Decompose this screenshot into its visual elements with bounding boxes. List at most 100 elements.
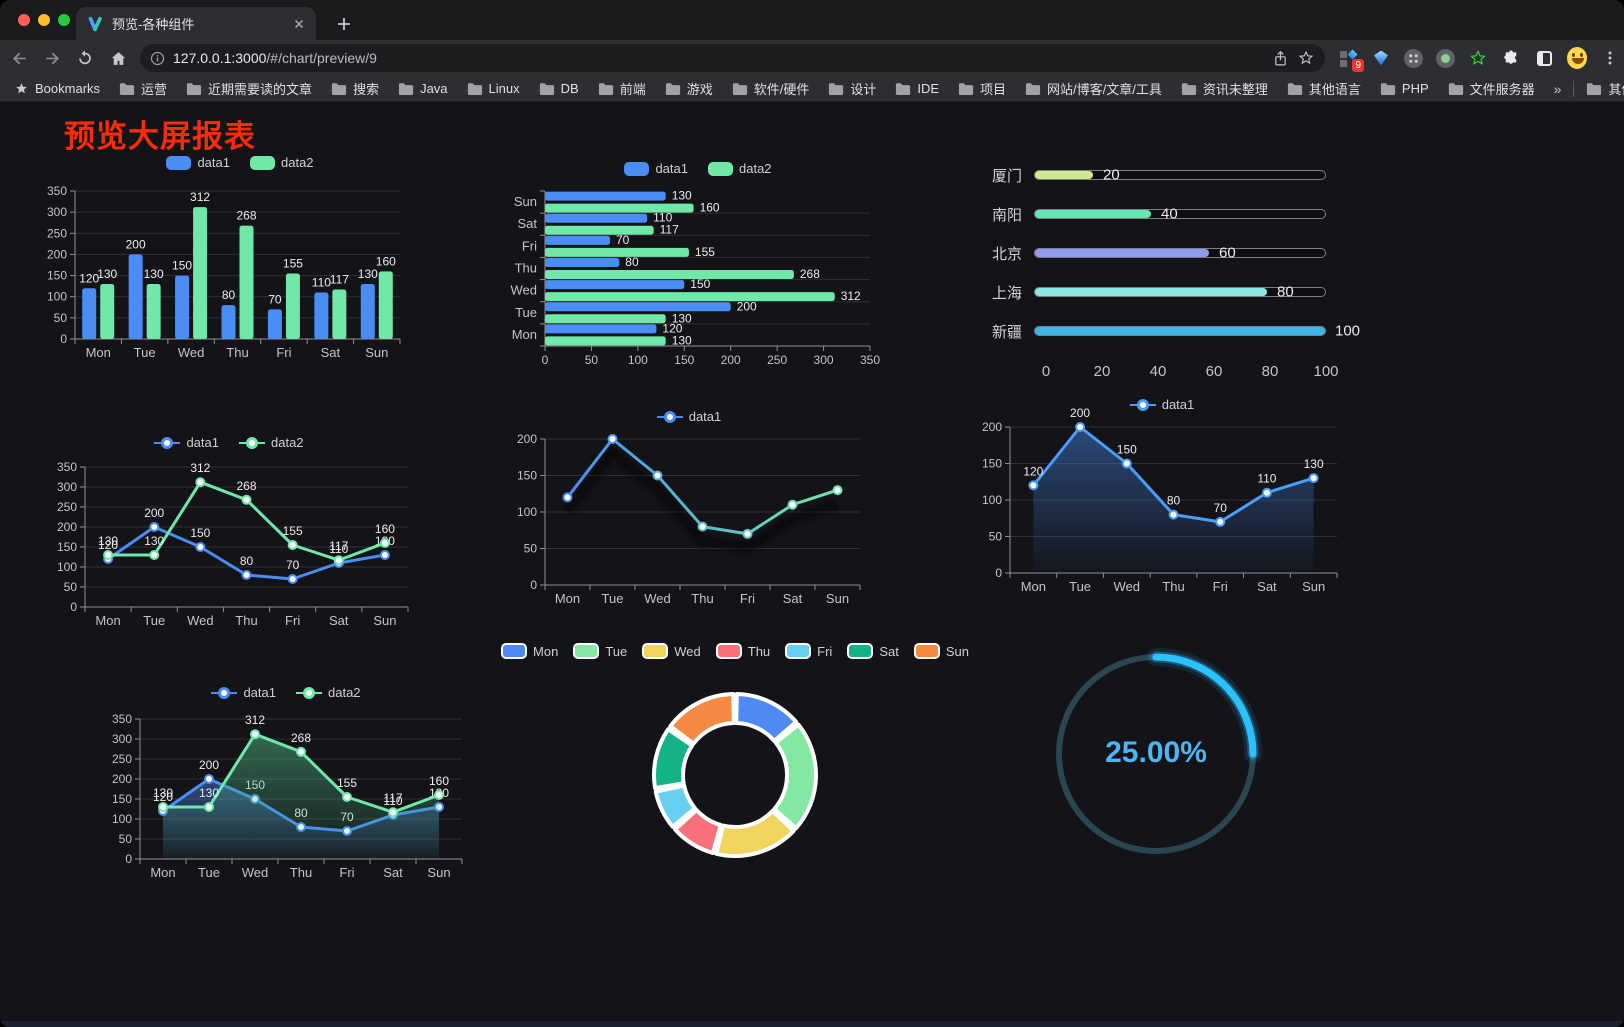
legend-item[interactable]: data1 <box>154 435 219 450</box>
recorder-extension-icon[interactable] <box>1436 48 1455 68</box>
horizontal-bar-chart[interactable]: data1 data2 0 50 100 150 200 250 300 350 Mon Tue Wed… <box>502 153 894 367</box>
bookmark-item[interactable]: 设计 <box>828 79 876 98</box>
tab-close-icon[interactable] <box>292 17 306 31</box>
command-glyph-icon <box>1409 53 1418 63</box>
legend-item[interactable]: Fri <box>785 643 832 659</box>
legend-item[interactable]: data2 <box>708 161 772 176</box>
extension-grid-icon[interactable]: 9 <box>1338 48 1364 72</box>
svg-text:70: 70 <box>1214 501 1228 515</box>
bookmark-star-icon[interactable] <box>1297 49 1315 67</box>
svg-text:Thu: Thu <box>226 345 248 360</box>
bookmark-item[interactable]: 文件服务器 <box>1448 79 1535 98</box>
folder-icon <box>665 82 680 95</box>
gem-extension-icon[interactable] <box>1371 48 1391 68</box>
bookmarks-overflow-button[interactable]: » <box>1553 80 1562 97</box>
bookmarks-root-item[interactable]: Bookmarks <box>14 81 100 96</box>
profile-avatar[interactable] <box>1567 47 1587 69</box>
donut-chart[interactable]: Mon Tue Wed Thu Fri Sat Sun <box>501 639 969 869</box>
bookmark-item[interactable]: 网站/博客/文章/工具 <box>1025 79 1162 98</box>
reload-button[interactable] <box>71 44 99 72</box>
bookmark-item[interactable]: IDE <box>895 79 939 98</box>
multi-line-chart[interactable]: data1 data2 0 50 100 150 200 250 300 350 Mon Tue Wed… <box>45 425 413 637</box>
legend-item[interactable]: data1 <box>166 155 230 170</box>
progress-fill <box>1035 327 1325 335</box>
legend-item[interactable]: data1 <box>624 161 688 176</box>
dual-area-line-chart[interactable]: data1 data2 0 50 100 150 200 250 300 350 Mon Tue Wed… <box>100 675 472 887</box>
maximize-window-button[interactable] <box>58 14 70 26</box>
bookmark-item[interactable]: 运营 <box>119 79 167 98</box>
legend-item[interactable]: data2 <box>239 435 304 450</box>
bookmark-item[interactable]: 近期需要读的文章 <box>186 79 312 98</box>
side-panel-icon[interactable] <box>1534 48 1554 68</box>
other-bookmarks-folder[interactable]: 其他书签 <box>1586 79 1624 98</box>
legend-item[interactable]: data2 <box>250 155 314 170</box>
bookmark-item[interactable]: 前端 <box>598 79 646 98</box>
bookmark-item[interactable]: 软件/硬件 <box>732 79 809 98</box>
svg-text:100: 100 <box>112 812 132 826</box>
area-line-chart[interactable]: data1 0 50 100 150 200 Mon Tue Wed Thu Fri Sat Sun 12… <box>975 387 1349 599</box>
star-extension-icon[interactable] <box>1468 48 1488 68</box>
bookmark-item[interactable]: 项目 <box>958 79 1006 98</box>
home-button[interactable] <box>104 44 132 72</box>
svg-text:200: 200 <box>57 520 77 534</box>
svg-text:Mon: Mon <box>512 327 537 342</box>
minimize-window-button[interactable] <box>38 14 50 26</box>
legend-item[interactable]: Sun <box>913 643 969 659</box>
chart-legend: data1 <box>975 397 1349 412</box>
legend-item[interactable]: Thu <box>715 643 770 659</box>
site-info-icon[interactable] <box>150 51 165 66</box>
puzzle-icon <box>1504 50 1517 64</box>
svg-text:0: 0 <box>995 566 1002 580</box>
svg-text:200: 200 <box>47 247 67 261</box>
legend-item[interactable]: data1 <box>656 409 721 424</box>
browser-tab[interactable]: 预览-各种组件 <box>76 7 316 40</box>
tab-strip: 预览-各种组件 <box>0 0 1624 40</box>
legend-item[interactable]: Tue <box>573 643 627 659</box>
svg-text:50: 50 <box>64 580 78 594</box>
legend-item[interactable]: Sat <box>847 643 899 659</box>
command-extension-icon[interactable] <box>1404 48 1423 68</box>
legend-item[interactable]: Wed <box>642 643 701 659</box>
browser-menu-button[interactable] <box>1600 48 1620 68</box>
extensions-puzzle-icon[interactable] <box>1501 48 1521 68</box>
forward-button[interactable] <box>38 44 66 72</box>
gradient-line-chart[interactable]: data1 0 50 100 150 200 Mon Tue Wed Thu Fri Sat Sun <box>505 399 873 611</box>
new-tab-button[interactable] <box>330 10 358 38</box>
legend-item[interactable]: data1 <box>1129 397 1194 412</box>
green-star-icon <box>1470 50 1486 65</box>
share-icon[interactable] <box>1272 50 1289 67</box>
legend-item[interactable]: Mon <box>501 643 558 659</box>
svg-text:130: 130 <box>1304 457 1324 471</box>
folder-icon <box>119 82 135 95</box>
progress-row: 厦门 20 <box>988 167 1360 185</box>
bookmark-item[interactable]: 游戏 <box>665 79 713 98</box>
address-bar[interactable]: 127.0.0.1:3000/#/chart/preview/9 <box>140 44 1325 72</box>
bookmark-item[interactable]: Java <box>398 79 448 98</box>
bookmark-item[interactable]: Linux <box>467 79 520 98</box>
bookmark-item[interactable]: DB <box>539 79 579 98</box>
svg-text:110: 110 <box>312 275 331 289</box>
bookmark-items: 运营 近期需要读的文章 搜索 Java Linux DB 前端 游戏 软件/硬件 设计 IDE 项目网… <box>119 79 1535 98</box>
svg-text:312: 312 <box>190 461 210 475</box>
legend-item[interactable]: data2 <box>296 685 361 700</box>
gauge-chart[interactable]: 25.00% <box>1046 644 1266 864</box>
bookmark-item[interactable]: 资讯未整理 <box>1181 79 1268 98</box>
svg-text:130: 130 <box>153 786 173 800</box>
svg-text:50: 50 <box>989 530 1003 544</box>
svg-text:120: 120 <box>1023 464 1043 478</box>
grouped-bar-chart[interactable]: data1 data2 0 50 100 150 200 250 300 350 Mon Tue Wed… <box>40 147 440 361</box>
svg-text:130: 130 <box>199 786 219 800</box>
page-content: 预览大屏报表 data1 data2 0 50 100 150 200 250 300 350 Mo… <box>0 103 1624 1027</box>
progress-bar-chart[interactable]: 厦门 20 南阳 40 北京 60 上海 80 新疆 100 0 20 40 60 80 100 <box>988 151 1360 386</box>
svg-text:130: 130 <box>672 189 692 203</box>
svg-text:200: 200 <box>1070 406 1090 420</box>
svg-text:268: 268 <box>291 731 311 745</box>
svg-text:0: 0 <box>70 600 77 614</box>
svg-text:250: 250 <box>57 500 77 514</box>
bookmark-item[interactable]: 搜索 <box>331 79 379 98</box>
bookmark-item[interactable]: 其他语言 <box>1287 79 1361 98</box>
legend-item[interactable]: data1 <box>211 685 276 700</box>
close-window-button[interactable] <box>18 14 30 26</box>
bookmark-item[interactable]: PHP <box>1380 79 1429 98</box>
back-button[interactable] <box>5 44 33 72</box>
